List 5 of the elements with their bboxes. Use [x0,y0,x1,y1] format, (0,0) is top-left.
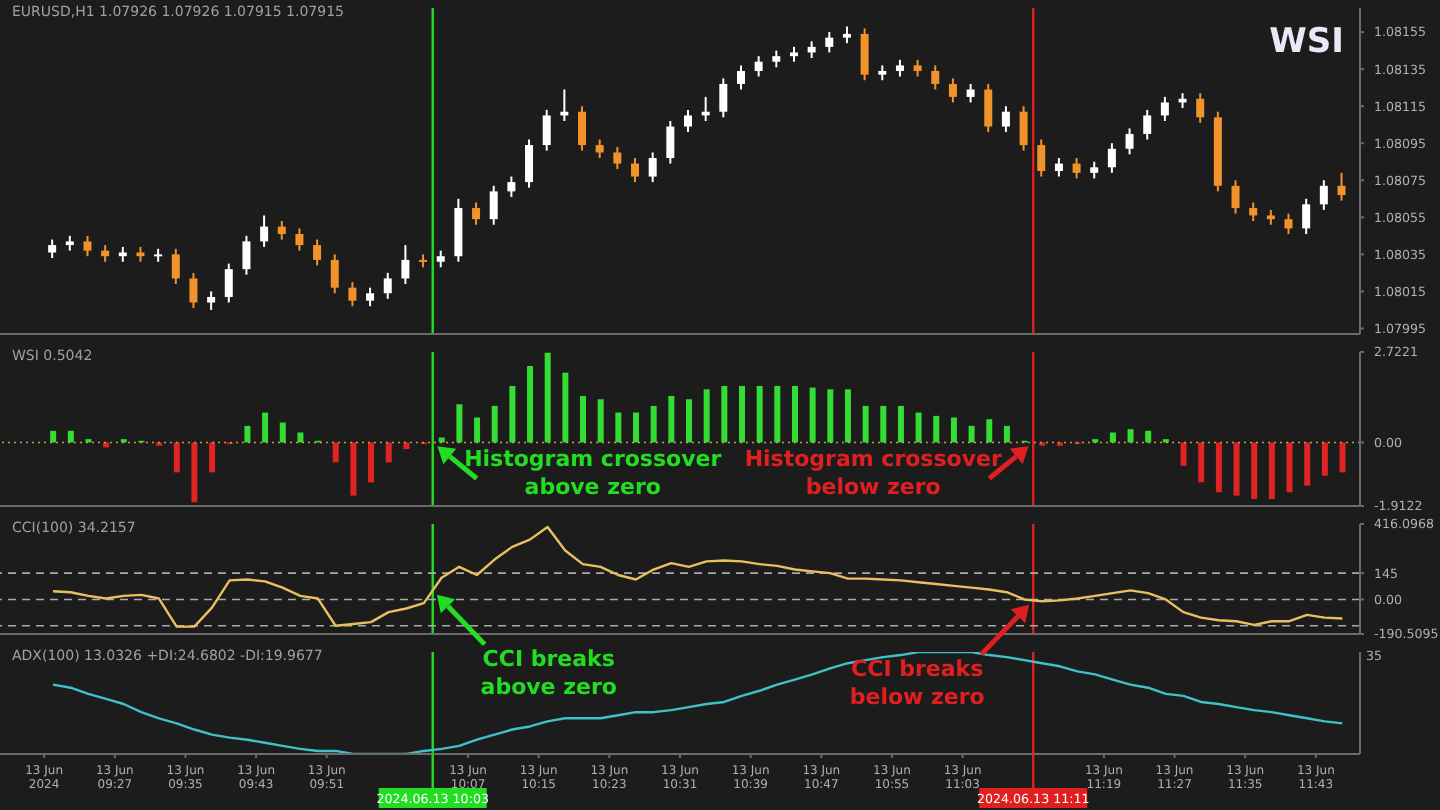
annotation: Histogram crossover below zero [744,446,1003,501]
annotation: WSI [1269,22,1344,62]
annotation: CCI breaks above zero [480,646,618,701]
annotation: CCI breaks below zero [849,656,986,711]
annotation: Histogram crossover above zero [464,446,723,501]
